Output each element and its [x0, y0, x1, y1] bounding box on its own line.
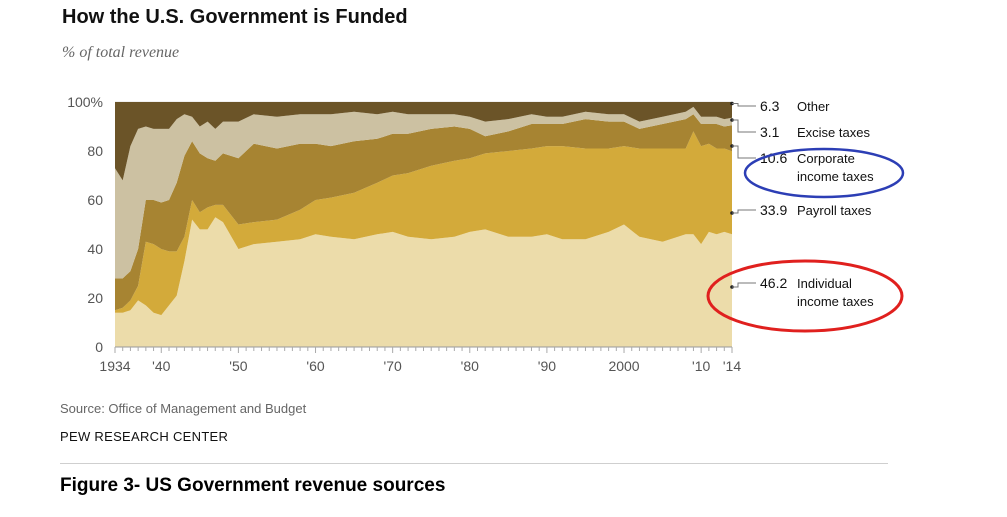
chart-subtitle: % of total revenue [62, 44, 180, 61]
end-value-label: 33.9 [760, 202, 787, 218]
stacked-area-chart: 0 20 40 60 80 100% 1934 '40 '50 '60 '70 '80 '90 2000 '… [67, 94, 905, 374]
chart-title: How the U.S. Government is Funded [62, 6, 408, 28]
y-tick-label: 40 [87, 241, 103, 257]
x-tick-label: '80 [461, 358, 479, 374]
x-tick-label: '90 [538, 358, 556, 374]
individual-highlight-ellipse [706, 259, 904, 333]
x-tick-label: '70 [384, 358, 402, 374]
y-tick-label: 0 [95, 339, 103, 355]
area-other [115, 102, 732, 181]
divider [60, 463, 888, 464]
x-tick-label: '40 [152, 358, 170, 374]
leader-line [732, 119, 756, 133]
x-tick-label: '14 [723, 358, 741, 374]
y-tick-label: 100% [67, 94, 103, 110]
end-series-label: income taxes [797, 169, 874, 184]
end-value-label: 3.1 [760, 124, 780, 140]
organization-name: PEW RESEARCH CENTER [60, 429, 229, 444]
area-excise [115, 106, 732, 279]
x-tick-label: 2000 [608, 358, 639, 374]
leader-line [732, 145, 756, 159]
y-tick-label: 20 [87, 290, 103, 306]
area-corporate [115, 114, 732, 311]
leader-line [732, 282, 756, 288]
end-value-label: 46.2 [760, 275, 787, 291]
area-payroll [115, 131, 732, 316]
end-series-label: Excise taxes [797, 125, 870, 140]
end-series-label: Payroll taxes [797, 203, 872, 218]
x-tick-label: '60 [306, 358, 324, 374]
area-individual [115, 217, 732, 347]
leader-line [732, 209, 756, 214]
figure-caption: Figure 3- US Government revenue sources [60, 475, 446, 496]
leader-line [732, 103, 756, 107]
y-tick-label: 60 [87, 192, 103, 208]
corporate-highlight-ellipse [743, 147, 905, 199]
end-value-label: 6.3 [760, 98, 780, 114]
x-tick-label: '10 [692, 358, 710, 374]
end-series-label: Individual [797, 276, 852, 291]
end-series-label: Corporate [797, 151, 855, 166]
source-note: Source: Office of Management and Budget [60, 401, 307, 416]
y-tick-label: 80 [87, 143, 103, 159]
x-tick-label: 1934 [99, 358, 130, 374]
x-tick-label: '50 [229, 358, 247, 374]
end-series-label: Other [797, 99, 830, 114]
end-series-label: income taxes [797, 294, 874, 309]
